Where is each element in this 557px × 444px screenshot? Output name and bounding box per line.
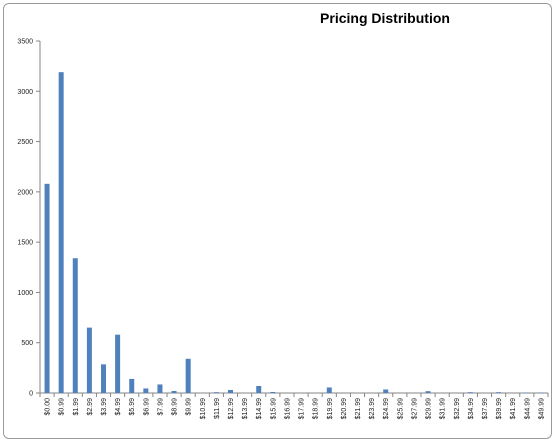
y-tick-label: 2500 [17,139,33,146]
x-tick-label: $14.99 [256,398,263,420]
x-tick-label: $49.99 [538,398,545,420]
x-tick-label: $2.99 [87,398,94,416]
bar [425,391,431,393]
x-tick-label: $19.99 [327,398,334,420]
y-tick-label: 3000 [17,89,33,96]
x-tick-label: $4.99 [115,398,122,416]
x-tick-label: $16.99 [284,398,291,420]
bar [44,183,50,393]
bar [157,384,163,393]
x-tick-label: $23.99 [369,398,376,420]
x-tick-label: $41.99 [510,398,517,420]
chart-axes [36,40,549,397]
x-tick-label: $13.99 [242,398,249,420]
x-tick-label: $15.99 [270,398,277,420]
bar [524,392,530,393]
x-tick-label: $37.99 [482,398,489,420]
x-tick-label: $21.99 [355,398,362,420]
x-tick-labels: $0.00 $0.99 $1.99 $2.99 $3.99 $4.99 $5.99 $6.99… [45,398,546,420]
y-tick-label: 0 [29,391,33,398]
y-tick-label: 500 [21,340,33,347]
x-tick-label: $17.99 [299,398,306,420]
x-tick-label: $24.99 [383,398,390,420]
y-tick-labels: 0 500 1000 1500 2000 2500 3000 3500 [17,39,33,398]
x-tick-label: $39.99 [496,398,503,420]
x-tick-label: $32.99 [454,398,461,420]
x-tick-label: $31.99 [440,398,447,420]
x-tick-label: $3.99 [101,398,108,416]
x-tick-label: $18.99 [313,398,320,420]
y-tick-label: 1500 [17,240,33,247]
x-tick-label: $10.99 [200,398,207,420]
x-tick-label: $29.99 [426,398,433,420]
bar [270,391,276,393]
bar [185,358,191,393]
bar [129,378,135,393]
x-tick-label: $7.99 [157,398,164,416]
x-tick-label: $20.99 [341,398,348,420]
y-tick-label: 2000 [17,189,33,196]
x-tick-label: $44.99 [524,398,531,420]
x-tick-label: $5.99 [129,398,136,416]
bar [467,392,473,393]
bar [228,389,233,393]
x-tick-label: $0.99 [59,398,66,416]
x-tick-label: $8.99 [172,398,179,416]
x-tick-label: $34.99 [468,398,475,420]
x-tick-label: $9.99 [186,398,193,416]
bar [496,392,502,393]
x-tick-label: $25.99 [397,398,404,420]
chart-title: Pricing Distribution [320,10,450,26]
bar [101,364,106,393]
y-tick-label: 3500 [17,39,33,46]
x-tick-label: $27.99 [411,398,418,420]
bar [171,390,177,393]
bar [256,385,262,393]
bar [213,392,219,393]
x-tick-label: $1.99 [73,398,80,416]
bar [143,388,149,393]
bar [72,258,78,393]
bar [326,387,332,393]
chart-frame [3,3,552,439]
bar [58,72,64,394]
x-tick-label: $12.99 [228,398,235,420]
x-tick-label: $11.99 [214,398,221,419]
chart-bars [44,72,544,394]
bar [383,389,389,393]
bar [538,392,544,393]
bar [86,327,92,393]
y-tick-label: 1000 [17,290,33,297]
x-tick-label: $6.99 [143,398,150,416]
x-tick-label: $0.00 [45,398,52,416]
bar [115,334,121,393]
